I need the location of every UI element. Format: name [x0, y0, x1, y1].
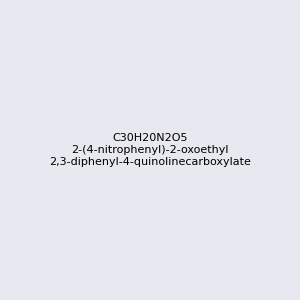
Text: C30H20N2O5
2-(4-nitrophenyl)-2-oxoethyl 2,3-diphenyl-4-quinolinecarboxylate: C30H20N2O5 2-(4-nitrophenyl)-2-oxoethyl …	[49, 134, 251, 166]
